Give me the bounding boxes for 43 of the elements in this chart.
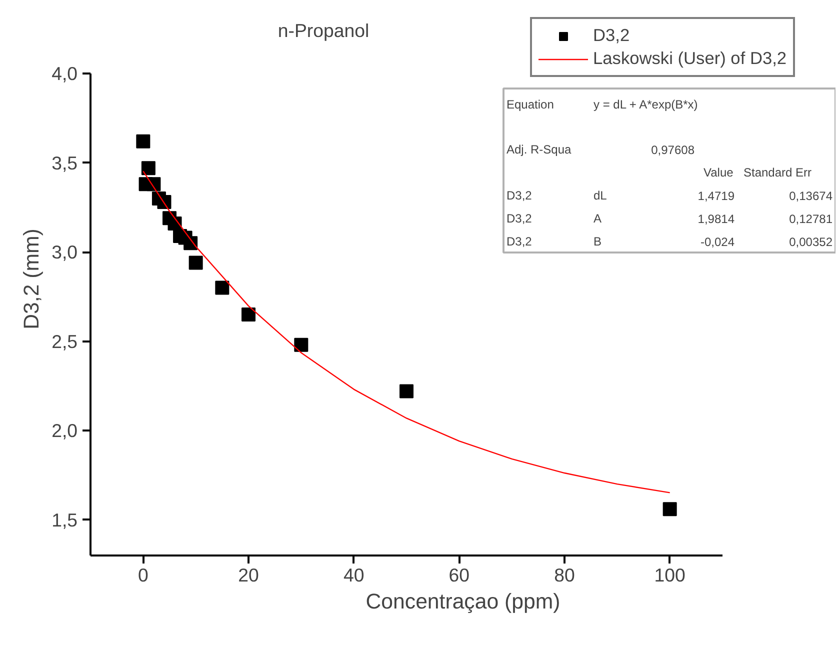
point <box>215 280 230 295</box>
y-tick-label: 4,0 <box>52 63 78 84</box>
point <box>141 161 156 176</box>
annotation: Value <box>704 166 734 180</box>
chart-title: n-Propanol <box>278 20 370 41</box>
y-tick-label: 2,0 <box>52 420 78 442</box>
point <box>400 384 414 398</box>
annotation: y = dL + A*exp(B*x) <box>594 98 698 112</box>
y-tick-label: 3,5 <box>52 152 78 174</box>
x-tick-label: 100 <box>654 564 686 586</box>
x-tick-label: 80 <box>554 564 575 586</box>
point <box>242 308 256 322</box>
annotation: D3,2 <box>506 188 532 202</box>
text: 0,13674 <box>789 189 833 203</box>
y-tick-label: 1,5 <box>52 509 78 530</box>
y-tick-label: 2,5 <box>52 330 78 352</box>
annotation: A <box>594 212 602 226</box>
x-tick-label: 40 <box>343 564 364 586</box>
annotation: Adj. R-Squa <box>506 142 572 156</box>
text: 0,12781 <box>789 212 833 226</box>
point <box>188 256 203 270</box>
point <box>662 502 677 516</box>
annotation: 1,4719 <box>698 189 735 203</box>
annotation: Equation <box>506 98 554 112</box>
annotation: D3,2 <box>506 234 532 248</box>
point <box>294 338 308 352</box>
annotation: 1,9814 <box>698 212 735 226</box>
text: 0,00352 <box>789 235 833 249</box>
annotation: dL <box>594 188 608 202</box>
x-tick-label: 60 <box>448 564 470 586</box>
y-tick-label: 3,0 <box>52 242 78 263</box>
annotation: B <box>594 234 602 248</box>
legend-label: Laskowski (User) of D3,2 <box>593 48 787 69</box>
point <box>136 134 150 148</box>
x-tick-label: 0 <box>138 564 148 586</box>
x-axis-title: Concentraçao (ppm) <box>366 590 560 614</box>
y-axis-title: D3,2 (mm) <box>20 228 44 330</box>
legend-label: D3,2 <box>593 25 630 46</box>
annotation: D3,2 <box>506 212 532 226</box>
annotation: -0,024 <box>700 235 735 249</box>
annotation: 0,97608 <box>651 143 695 157</box>
x-tick-label: 20 <box>238 564 259 586</box>
text: Standard Err <box>744 166 812 180</box>
